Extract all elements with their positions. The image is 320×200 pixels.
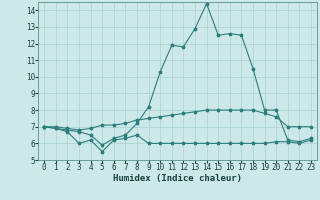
- X-axis label: Humidex (Indice chaleur): Humidex (Indice chaleur): [113, 174, 242, 183]
